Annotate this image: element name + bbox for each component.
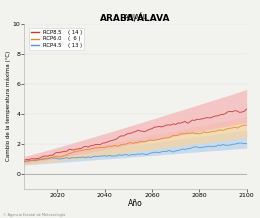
Title: ARABA/ÁLAVA: ARABA/ÁLAVA [100,15,171,24]
Text: © Agencia Estatal de Meteorología: © Agencia Estatal de Meteorología [3,213,65,217]
Text: ANUAL: ANUAL [124,14,147,20]
Legend: RCP8.5    ( 14 ), RCP6.0    (  6 ), RCP4.5    ( 13 ): RCP8.5 ( 14 ), RCP6.0 ( 6 ), RCP4.5 ( 13… [29,28,84,50]
Y-axis label: Cambio de la temperatura máxima (°C): Cambio de la temperatura máxima (°C) [5,51,11,161]
X-axis label: Año: Año [128,199,143,208]
